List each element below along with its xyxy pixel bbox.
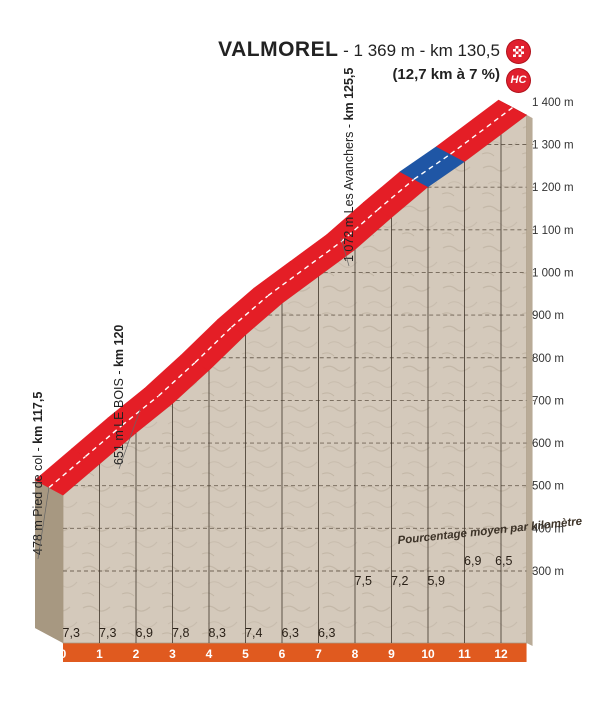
x-tick-label: 0 <box>60 647 67 661</box>
gradient-label: 6,5 <box>495 554 512 568</box>
road-center-line <box>340 209 378 243</box>
gradient-label: 7,3 <box>63 626 80 640</box>
x-tick-label: 4 <box>206 647 213 661</box>
y-tick-label: 400 m <box>532 523 564 535</box>
gradient-label: 7,4 <box>245 626 262 640</box>
y-tick-label: 500 m <box>532 481 564 493</box>
road-center-line <box>304 241 342 270</box>
summit-name: VALMOREL <box>218 38 339 61</box>
annotation-text: 651 m LE BOIS - <box>112 367 126 465</box>
road-center-line <box>267 268 305 297</box>
y-tick-label: 1 400 m <box>532 97 574 109</box>
y-tick-label: 1 000 m <box>532 267 574 279</box>
road-center-line <box>121 395 159 426</box>
y-tick-label: 900 m <box>532 310 564 322</box>
x-tick-label: 8 <box>352 647 359 661</box>
y-tick-label: 800 m <box>532 353 564 365</box>
x-tick-label: 12 <box>494 647 508 661</box>
gradient-label: 7,5 <box>355 574 372 588</box>
y-tick-label: 600 m <box>532 438 564 450</box>
annotation-text: 478 m Pied de col - <box>31 444 45 555</box>
road-end-cap <box>498 100 533 119</box>
finish-flag-icon <box>507 40 530 63</box>
right-wall <box>526 115 533 646</box>
x-axis-tick-labels: 0 1 2 3 4 5 6 7 8 9 10 11 12 <box>60 647 508 661</box>
climb-title: VALMOREL - 1 369 m - km 130,5 <box>170 38 500 62</box>
annotation-label: 478 m Pied de col - km 117,5 <box>31 392 45 555</box>
x-tick-label: 10 <box>421 647 435 661</box>
gradient-label: 7,3 <box>99 626 116 640</box>
road-band <box>34 99 533 646</box>
ground-face <box>62 114 527 644</box>
y-tick-label: 1 300 m <box>532 140 574 152</box>
gradient-label: 7,2 <box>391 574 408 588</box>
x-tick-label: 6 <box>279 647 286 661</box>
gradient-label: 6,3 <box>282 626 299 640</box>
road-center-line <box>231 295 269 328</box>
x-tick-label: 2 <box>133 647 140 661</box>
annotation-km: km 125,5 <box>342 68 356 121</box>
checkered-flag-icon <box>513 46 524 57</box>
annotation-label: 1 072 m Les Avanchers - km 125,5 <box>342 68 356 262</box>
road-center-line <box>48 455 86 489</box>
hc-category-badge: HC <box>507 69 530 92</box>
gradient-label: 6,9 <box>136 626 153 640</box>
y-tick-label: 1 100 m <box>532 225 574 237</box>
x-tick-label: 3 <box>169 647 176 661</box>
x-tick-label: 1 <box>96 647 103 661</box>
summit-info: - 1 369 m - km 130,5 <box>338 41 500 60</box>
left-wall <box>35 480 63 643</box>
gradient-label: 6,3 <box>318 626 335 640</box>
road-center-line <box>85 424 123 457</box>
gradient-label: 5,9 <box>428 574 445 588</box>
annotation-km: km 117,5 <box>31 392 45 444</box>
y-axis-tick-labels: 300 m 400 m 500 m 600 m 700 m 800 m 900 m 1 000… <box>532 97 574 578</box>
road-center-line <box>413 153 451 180</box>
ground-area <box>62 114 527 644</box>
x-tick-label: 11 <box>458 647 471 661</box>
annotation-label: 651 m LE BOIS - km 120 <box>112 325 126 465</box>
x-tick-label: 7 <box>315 647 322 661</box>
base-strip <box>63 643 527 662</box>
annotation-text: 1 072 m Les Avanchers - <box>342 120 356 262</box>
gridlines <box>63 134 535 643</box>
annotation-leader <box>118 409 141 470</box>
gradient-label: 7,8 <box>172 626 189 640</box>
x-tick-label: 9 <box>388 647 395 661</box>
climb-header: VALMOREL - 1 369 m - km 130,5 (12,7 km à… <box>170 38 500 83</box>
y-tick-label: 1 200 m <box>532 182 574 194</box>
gradient-labels: 7,3 7,3 6,9 7,8 8,3 7,4 6,3 6,3 7,5 7,2 5,9 6,9 6,5 <box>63 554 513 640</box>
y-tick-label: 300 m <box>532 566 564 578</box>
annotation-leader <box>37 487 50 560</box>
annotation-km: km 120 <box>112 325 126 367</box>
annotations: 478 m Pied de col - km 117,5 651 m LE BOI… <box>31 68 356 560</box>
annotation-leader <box>340 237 350 267</box>
gradient-label: 8,3 <box>209 626 226 640</box>
gradient-label: 6,9 <box>464 554 481 568</box>
x-tick-label: 5 <box>242 647 249 661</box>
road-center-line <box>450 126 488 155</box>
climb-subtitle: (12,7 km à 7 %) <box>392 66 500 83</box>
y-tick-label: 700 m <box>532 395 564 407</box>
road-center-line <box>377 178 415 211</box>
